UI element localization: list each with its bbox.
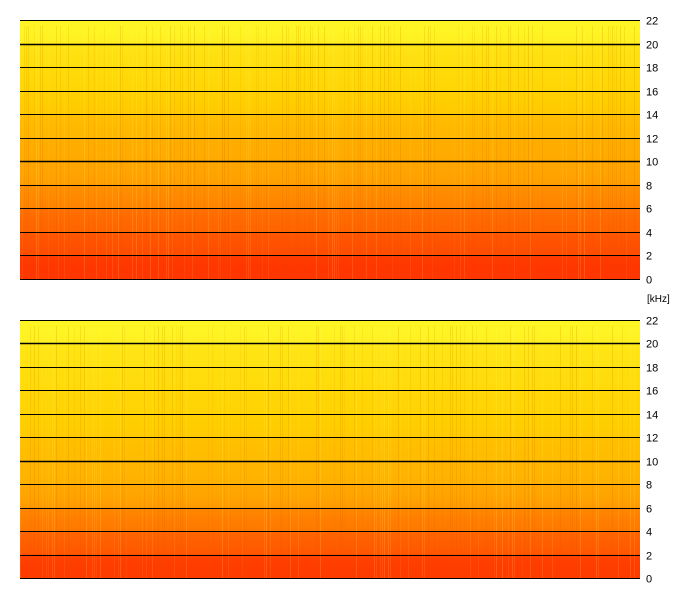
band-8-10khz xyxy=(20,460,640,485)
band-2-4khz xyxy=(20,531,640,555)
band-20-22khz xyxy=(20,20,640,44)
tick-label-4khz: 4 xyxy=(646,527,652,539)
tick-label-4khz: 4 xyxy=(646,228,652,240)
band-12-14khz xyxy=(20,413,640,438)
tick-label-6khz: 6 xyxy=(646,204,652,216)
tick-label-18khz: 18 xyxy=(646,63,658,75)
tick-label-14khz: 14 xyxy=(646,110,658,122)
tick-label-16khz: 16 xyxy=(646,87,658,99)
band-6-8khz xyxy=(20,184,640,209)
band-16-18khz xyxy=(20,366,640,391)
tick-label-20khz: 20 xyxy=(646,339,658,351)
tick-label-8khz: 8 xyxy=(646,181,652,193)
tick-label-18khz: 18 xyxy=(646,363,658,375)
tick-label-6khz: 6 xyxy=(646,504,652,516)
band-2-4khz xyxy=(20,231,640,256)
tick-label-16khz: 16 xyxy=(646,386,658,398)
frequency-unit-label: [kHz] xyxy=(647,294,670,305)
spectral-texture xyxy=(22,26,635,279)
tick-label-0khz: 0 xyxy=(646,275,652,287)
tick-label-0khz: 0 xyxy=(646,574,652,586)
spectrogram-panel-bottom: 0 2 4 6 8 10 12 14 16 18 20 22 xyxy=(20,316,658,586)
tick-label-22khz: 22 xyxy=(646,16,658,28)
tick-label-22khz: 22 xyxy=(646,316,658,328)
tick-label-8khz: 8 xyxy=(646,480,652,492)
band-18-20khz xyxy=(20,43,640,68)
band-0-2khz xyxy=(20,255,640,279)
tick-label-14khz: 14 xyxy=(646,410,658,422)
band-0-2khz xyxy=(20,554,640,578)
band-16-18khz xyxy=(20,67,640,91)
band-4-6khz xyxy=(20,507,640,532)
band-18-20khz xyxy=(20,343,640,367)
tick-label-10khz: 10 xyxy=(646,157,658,169)
spectrogram-panel-top: 0 2 4 6 8 10 12 14 16 18 20 22 xyxy=(20,16,658,287)
tick-label-20khz: 20 xyxy=(646,40,658,52)
spectral-texture xyxy=(20,326,635,578)
band-12-14khz xyxy=(20,114,640,138)
tick-label-12khz: 12 xyxy=(646,433,658,445)
band-4-6khz xyxy=(20,208,640,232)
band-10-12khz xyxy=(20,437,640,461)
tick-label-10khz: 10 xyxy=(646,457,658,469)
band-14-16khz xyxy=(20,90,640,115)
tick-label-2khz: 2 xyxy=(646,551,652,563)
tick-label-12khz: 12 xyxy=(646,134,658,146)
band-8-10khz xyxy=(20,161,640,185)
band-14-16khz xyxy=(20,390,640,414)
band-6-8khz xyxy=(20,484,640,508)
band-20-22khz xyxy=(20,320,640,344)
tick-label-2khz: 2 xyxy=(646,251,652,263)
band-10-12khz xyxy=(20,137,640,162)
